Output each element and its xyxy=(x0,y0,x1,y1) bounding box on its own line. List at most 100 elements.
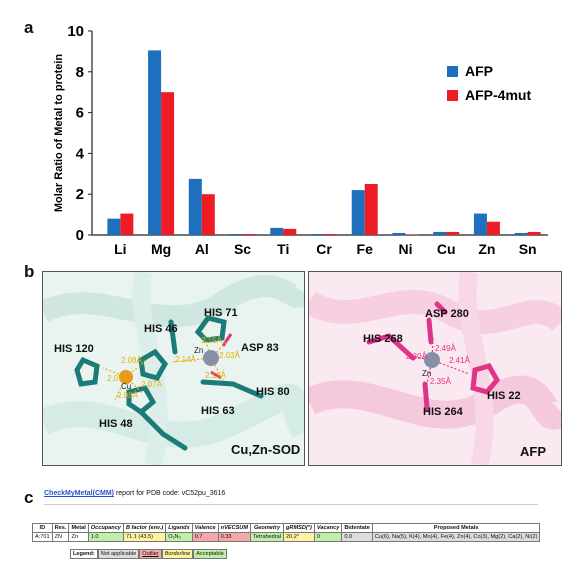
header-cell: Bidentate xyxy=(341,523,373,533)
afp-ribbon-art xyxy=(309,272,561,465)
label-his71: HIS 71 xyxy=(204,307,238,319)
dist-6: 2.07Å xyxy=(107,374,128,383)
cmm-legend: Legend: Not applicable Outlier Borderlin… xyxy=(70,549,227,559)
bar-ti-afp xyxy=(270,227,284,235)
bar-fe-afp-4mut xyxy=(364,184,378,235)
x-tick-label: Ti xyxy=(277,241,289,257)
header-cell: ID xyxy=(32,523,53,533)
bar-sc-afp xyxy=(229,233,243,235)
cell-proposed-metals: Cu(6), Na(5), K(4), Mn(4), Fe(4), Zn(4),… xyxy=(371,532,541,542)
y-tick-label: 2 xyxy=(76,186,84,203)
label-zn: Zn xyxy=(194,346,204,355)
legend-label: AFP-4mut xyxy=(465,87,531,103)
label-his120: HIS 120 xyxy=(54,343,94,355)
legend-acceptable: Acceptable xyxy=(193,549,227,559)
table-row: A:701 ZN Zn 1.0 71.1 (43.5) O₁N₃ 0.7 0.3… xyxy=(32,532,541,542)
cell-vacancy: 0 xyxy=(313,532,343,542)
table-header-row: ID Res. Metal Occupancy B factor (env.) … xyxy=(32,523,541,533)
header-cell: Ligands xyxy=(165,523,193,533)
bar-mg-afp-4mut xyxy=(161,92,175,235)
label-his264: HIS 264 xyxy=(423,406,463,418)
label-his268: HIS 268 xyxy=(363,333,403,345)
legend-na: Not applicable xyxy=(97,549,140,559)
x-tick-label: Sc xyxy=(234,241,251,257)
bar-chart: 0 2 4 6 8 10 Molar Ratio of Metal to protein Li… xyxy=(53,23,548,257)
header-cell: nVECSUM xyxy=(217,523,252,533)
y-tick-label: 4 xyxy=(76,145,85,162)
afp-dist-1: 2.49Å xyxy=(435,344,456,353)
dist-1: 2.15Å xyxy=(201,336,222,345)
bar-ti-afp-4mut xyxy=(283,228,297,235)
bar-mg-afp xyxy=(148,50,162,235)
dist-4: 2.13Å xyxy=(205,371,226,380)
header-cell: Proposed Metals xyxy=(371,523,541,533)
bar-cu-afp-4mut xyxy=(446,231,460,235)
cu-ion-icon xyxy=(119,370,133,384)
cmm-table: ID Res. Metal Occupancy B factor (env.) … xyxy=(32,523,541,542)
x-tick-label: Sn xyxy=(519,241,537,257)
bar-al-afp xyxy=(188,178,202,235)
y-tick-label: 0 xyxy=(76,227,84,244)
bar-al-afp-4mut xyxy=(201,194,215,235)
label-his63: HIS 63 xyxy=(201,405,235,417)
label-cu: Cu xyxy=(121,382,132,391)
bar-cr-afp-4mut xyxy=(324,233,337,235)
cell-grmsd: 20.2° xyxy=(283,532,315,542)
sod-ribbon-art xyxy=(43,272,304,465)
panel-a-letter: a xyxy=(24,18,34,37)
y-axis-label: Molar Ratio of Metal to protein xyxy=(53,54,65,213)
header-cell: Res. xyxy=(51,523,70,533)
cell-bidentate: 0.0 xyxy=(341,532,373,542)
bar-cr-afp xyxy=(311,233,324,235)
bar-zn-afp-4mut xyxy=(486,221,500,235)
x-tick-label: Fe xyxy=(357,241,374,257)
cmm-link[interactable]: CheckMyMetal(CMM) xyxy=(44,490,115,497)
bar-zn-afp xyxy=(473,213,487,235)
bar-ni-afp-4mut xyxy=(405,234,419,236)
cell-nvecsum: 0.33 xyxy=(217,532,252,542)
cell-res: ZN xyxy=(51,532,70,542)
x-tick-label: Cr xyxy=(316,241,332,257)
bar-li-afp-4mut xyxy=(120,213,134,235)
bar-sn-afp-4mut xyxy=(527,231,541,235)
header-cell: Metal xyxy=(68,523,89,533)
cmm-report-line: CheckMyMetal(CMM) report for PDB code: v… xyxy=(44,490,225,497)
cmm-report-text: report for PDB code: vC52pu_3616 xyxy=(114,490,226,497)
afp-dist-2: 2.30Å xyxy=(406,352,427,361)
dist-8: 2.07Å xyxy=(141,380,162,389)
bar-sc-afp-4mut xyxy=(242,233,256,235)
y-tick-label: 10 xyxy=(67,23,84,40)
dist-3: 2.14Å xyxy=(175,355,196,364)
label-asp280: ASP 280 xyxy=(425,308,469,320)
y-tick-label: 6 xyxy=(76,105,84,122)
header-cell: Occupancy xyxy=(87,523,124,533)
legend-borderline: Borderline xyxy=(161,549,194,559)
legend-title: Legend: xyxy=(70,549,98,559)
header-cell: Valence xyxy=(191,523,219,533)
dist-2: 2.03Å xyxy=(219,351,240,360)
bar-li-afp xyxy=(107,218,121,235)
label-his80: HIS 80 xyxy=(256,386,290,398)
label-his48: HIS 48 xyxy=(99,418,133,430)
cell-metal: Zn xyxy=(68,532,89,542)
x-tick-label: Mg xyxy=(151,241,171,257)
panel-b-letter: b xyxy=(24,262,35,281)
bar-ni-afp xyxy=(392,232,406,235)
bar-sn-afp xyxy=(514,232,528,235)
cu-zn-sod-structure: HIS 71 HIS 46 HIS 120 ASP 83 HIS 80 HIS … xyxy=(42,271,305,466)
x-tick-label: Cu xyxy=(437,241,456,257)
header-cell: gRMSD(°) xyxy=(283,523,315,533)
afp-dist-4: 2.35Å xyxy=(430,377,451,386)
bar-fe-afp xyxy=(351,190,365,235)
afp-title: AFP xyxy=(520,444,546,459)
afp-dist-3: 2.41Å xyxy=(449,356,470,365)
label-his46: HIS 46 xyxy=(144,323,178,335)
legend-swatch xyxy=(447,66,458,77)
label-asp83: ASP 83 xyxy=(241,342,279,354)
label-afp-zn: Zn xyxy=(422,369,432,378)
x-tick-label: Zn xyxy=(478,241,495,257)
cell-occupancy: 1.0 xyxy=(87,532,124,542)
y-tick-label: 8 xyxy=(76,64,84,81)
sod-title: Cu,Zn-SOD xyxy=(231,442,301,457)
legend-outlier: Outlier xyxy=(139,549,162,559)
